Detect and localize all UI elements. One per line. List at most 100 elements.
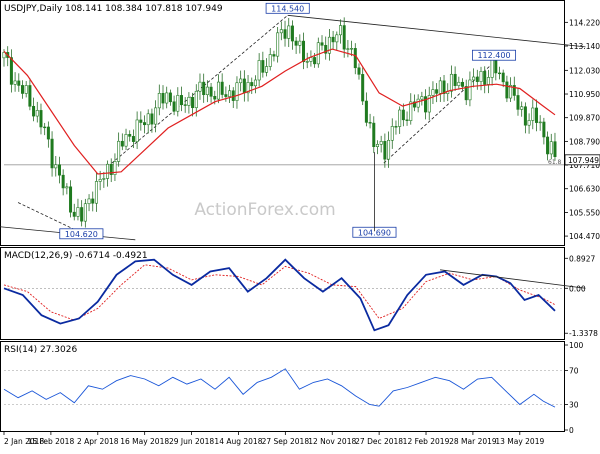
x-tick-label: 28 Mar 2019 <box>449 437 497 446</box>
candle-body <box>287 25 291 39</box>
candle-body <box>28 85 32 107</box>
candle-body <box>512 85 516 96</box>
x-tick-label: 15 Feb 2018 <box>28 437 75 446</box>
candle-body <box>183 104 187 106</box>
candle-body <box>150 113 154 125</box>
candle-body <box>194 90 198 109</box>
price-annotation-1: 104.620 <box>65 230 98 239</box>
x-tick-label: 16 May 2018 <box>120 437 169 446</box>
candle-body <box>283 29 287 39</box>
candle-body <box>516 95 520 110</box>
candle-body <box>309 57 313 62</box>
candle-body <box>179 95 183 106</box>
candle-body <box>316 42 320 65</box>
candle-body <box>523 106 527 126</box>
candle-body <box>135 119 139 142</box>
rsi-ytick-label: 0 <box>569 426 574 435</box>
candle-body <box>250 82 254 87</box>
price-ytick-label: 105.550 <box>569 208 600 217</box>
candle-body <box>475 76 479 82</box>
candle-body <box>13 80 17 85</box>
price-annotation-box-1 <box>59 228 104 240</box>
candle-body <box>198 81 202 92</box>
candle-body <box>102 178 106 180</box>
macd-trendline <box>440 269 586 289</box>
candle-body <box>139 119 143 123</box>
watermark: ActionForex.com <box>194 200 335 220</box>
candle-body <box>505 81 509 99</box>
candle-body <box>520 106 524 110</box>
price-annotation-3: 112.400 <box>477 51 510 60</box>
candle-body <box>279 29 283 34</box>
candle-body <box>435 89 439 94</box>
candle-body <box>457 81 461 86</box>
current-price-label: 107.949 <box>568 156 599 165</box>
candle-body <box>120 140 124 147</box>
price-ytick-label: 113.140 <box>569 42 600 51</box>
macd-header: MACD(12,26,9) -0.6714 -0.4921 <box>4 251 148 261</box>
price-panel-frame <box>0 0 565 246</box>
candle-body <box>509 85 513 99</box>
candle-body <box>294 40 298 46</box>
candle-body <box>83 203 87 222</box>
candle-body <box>375 144 379 147</box>
rsi-header: RSI(14) 27.3026 <box>4 345 77 355</box>
candle-body <box>427 95 431 113</box>
candle-body <box>35 110 39 117</box>
x-tick-label: 29 Jun 2018 <box>169 437 214 446</box>
candle-body <box>453 73 457 86</box>
candle-body <box>17 80 21 86</box>
candle-body <box>242 78 246 94</box>
candle-body <box>546 136 550 155</box>
candle-body <box>442 80 446 94</box>
candle-body <box>276 32 280 57</box>
candle-body <box>324 44 328 54</box>
rsi-ytick-label: 100 <box>569 341 584 350</box>
candle-body <box>168 92 172 103</box>
candle-body <box>416 98 420 108</box>
price-ytick-label: 114.220 <box>569 18 600 27</box>
candle-body <box>265 66 269 73</box>
price-ytick-label: 106.630 <box>569 185 600 194</box>
candle-body <box>542 121 546 138</box>
candle-body <box>146 113 150 126</box>
price-header: USDJPY,Daily 108.141 108.384 107.818 107… <box>4 4 223 14</box>
x-tick-label: 27 Dec 2018 <box>355 437 403 446</box>
macd-ytick-label: -1.3378 <box>569 329 598 338</box>
price-ytick-label: 112.030 <box>569 66 600 75</box>
candle-body <box>2 52 6 59</box>
candle-body <box>438 80 442 94</box>
candle-body <box>109 163 113 175</box>
candle-body <box>213 96 217 100</box>
candle-body <box>191 96 195 109</box>
candle-body <box>357 67 361 75</box>
candle-body <box>32 105 36 117</box>
candle-body <box>231 90 235 101</box>
macd-panel-frame <box>0 247 565 340</box>
candle-body <box>220 81 224 95</box>
macd-ytick-label: 0.8927 <box>569 254 595 263</box>
candle-body <box>424 96 428 113</box>
price-annotation-2: 104.690 <box>358 228 391 237</box>
candle-body <box>461 81 465 87</box>
candle-body <box>268 54 272 67</box>
macd-ytick-label: 0.00 <box>569 284 586 293</box>
candle-body <box>128 134 132 137</box>
candle-body <box>320 42 324 46</box>
candle-body <box>131 136 135 142</box>
candle-body <box>394 126 398 128</box>
current-price-box <box>564 154 600 166</box>
price-ytick-label: 104.470 <box>569 232 600 241</box>
candle-body <box>161 92 165 104</box>
candle-body <box>143 122 147 126</box>
candle-body <box>387 139 391 160</box>
candle-body <box>202 81 206 96</box>
trendline-1 <box>17 202 82 234</box>
candle-body <box>549 141 553 155</box>
candle-body <box>553 141 557 157</box>
candle-body <box>483 71 487 85</box>
x-tick-label: 12 Feb 2019 <box>403 437 450 446</box>
price-annotation-box-0 <box>265 2 310 14</box>
candle-body <box>69 186 73 213</box>
